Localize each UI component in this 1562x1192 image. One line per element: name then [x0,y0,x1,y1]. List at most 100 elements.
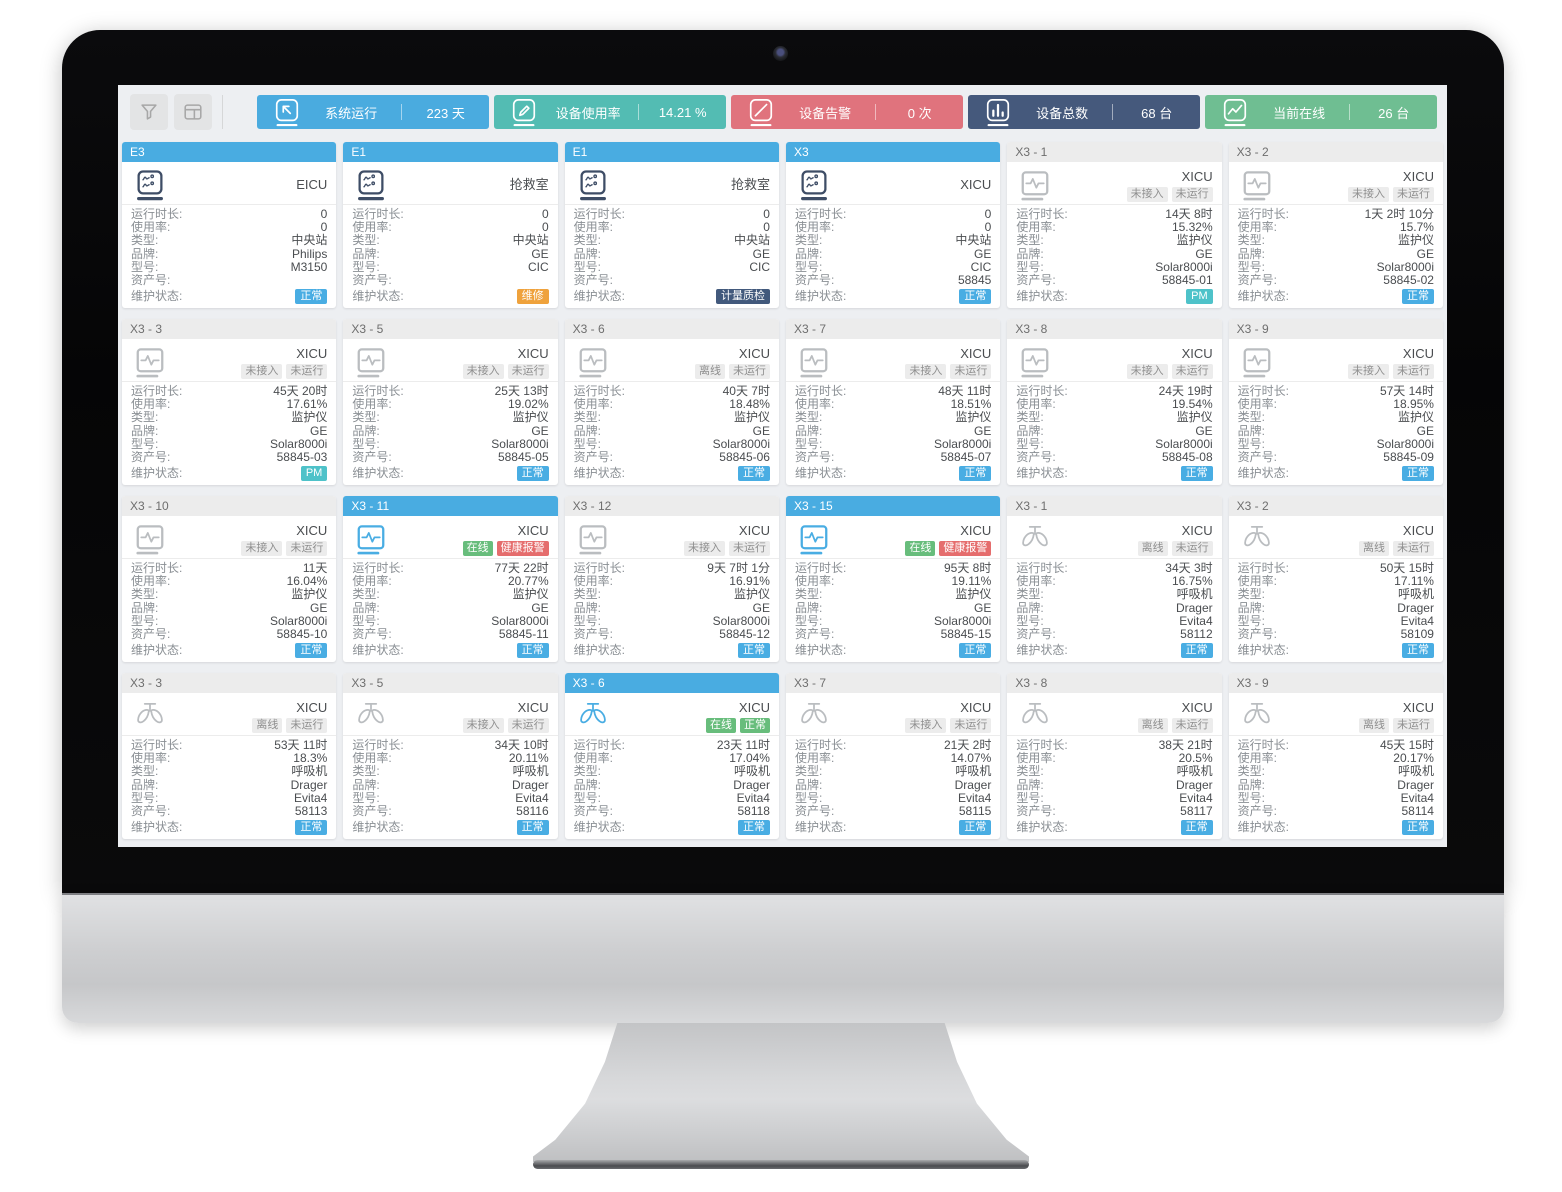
runtime-value: 38天 21时 [1158,738,1213,752]
model-value: Solar8000i [933,613,992,628]
device-fields: 运行时长: 77天 22时 使用率: 20.77% 类型: 监护仪 品牌: GE 型号:… [343,558,558,662]
field-label: 使用率: [1237,574,1277,589]
device-card[interactable]: X3 - 7 XICU 未接入 未运行 运行时长: 21天 2时 使用率: 14.07… [785,673,1001,839]
device-id: X3 - 8 [1015,322,1048,336]
device-status-badges: 未接入 未运行 [462,364,549,379]
device-card[interactable]: X3 - 15 XICU 在线 健康报警 运行时长: 95天 8时 使用率: 19.1… [785,496,1001,662]
device-card[interactable]: X3 - 11 XICU 在线 健康报警 运行时长: 77天 22时 使用率: 20.… [343,496,558,662]
device-card[interactable]: X3 XICU 运行时长: 0 使用率: 0 类型: 中央站 品牌: GE 型号: CIC… [785,142,1001,308]
field-label: 使用率: [573,220,613,235]
type-value: 监护仪 [291,410,328,425]
device-card[interactable]: E1 抢救室 运行时长: 0 使用率: 0 类型: 中央站 品牌: GE 型号: CIC … [564,142,779,308]
usage-value: 19.11% [951,574,992,589]
type-value: 呼吸机 [512,764,549,779]
stat-pill-3[interactable]: 设备告警 0 次 [731,95,963,129]
device-card[interactable]: X3 - 6 XICU 离线 未运行 运行时长: 40天 7时 使用率: 18.48%… [564,319,779,485]
brand-value: GE [752,246,770,261]
brand-value: GE [1195,423,1213,438]
field-label: 使用率: [131,751,171,766]
layout-button[interactable] [174,94,212,130]
device-card-header: X3 - 2 [1228,142,1443,162]
device-fields: 运行时长: 24天 19时 使用率: 19.54% 类型: 监护仪 品牌: GE 型号:… [1007,381,1222,485]
field-label: 型号: [573,790,601,805]
device-card[interactable]: X3 - 3 XICU 未接入 未运行 运行时长: 45天 20时 使用率: 17.6… [122,319,337,485]
device-card-header: E3 [122,142,337,162]
device-card[interactable]: X3 - 9 XICU 离线 未运行 运行时长: 45天 15时 使用率: 20.17… [1228,673,1443,839]
maintenance-badge: 正常 [737,643,770,659]
field-label: 品牌: [352,246,380,261]
device-card[interactable]: X3 - 3 XICU 离线 未运行 运行时长: 53天 11时 使用率: 18.3%… [122,673,337,839]
device-card[interactable]: X3 - 8 XICU 未接入 未运行 运行时长: 24天 19时 使用率: 19.5… [1007,319,1222,485]
field-label: 类型: [1016,764,1044,779]
asset-value: 58845-05 [497,450,549,465]
field-label: 类型: [794,587,823,602]
field-label: 类型: [352,410,380,425]
device-fields: 运行时长: 34天 3时 使用率: 16.75% 类型: 呼吸机 品牌: Drager … [1007,558,1222,662]
status-badge: 未接入 [241,541,283,556]
runtime-value: 11天 [302,561,328,575]
device-card[interactable]: X3 - 5 XICU 未接入 未运行 运行时长: 25天 13时 使用率: 19.0… [343,319,558,485]
device-card[interactable]: X3 - 2 XICU 未接入 未运行 运行时长: 1天 2时 10分 使用率: 15… [1228,142,1443,308]
device-card[interactable]: E1 抢救室 运行时长: 0 使用率: 0 类型: 中央站 品牌: GE 型号: CIC … [343,142,558,308]
maintenance-badge: 正常 [1401,820,1434,836]
device-card[interactable]: X3 - 1 XICU 未接入 未运行 运行时长: 14天 8时 使用率: 15.32… [1007,142,1222,308]
runtime-value: 0 [541,207,549,221]
type-value: 监护仪 [1397,410,1434,425]
field-label: 型号: [131,790,159,805]
device-card-header: X3 - 1 [1007,496,1222,516]
field-label: 品牌: [794,777,823,792]
device-fields: 运行时长: 45天 20时 使用率: 17.61% 类型: 监护仪 品牌: GE 型号:… [122,381,337,485]
status-badge: 未运行 [286,541,328,556]
field-label: 资产号: [352,627,392,642]
field-label: 品牌: [1237,600,1265,615]
field-label: 资产号: [1237,273,1277,288]
device-card[interactable]: X3 - 6 XICU 在线 正常 运行时长: 23天 11时 使用率: 17.04%… [564,673,779,839]
stat-pill-4[interactable]: 设备总数 68 台 [968,95,1200,129]
field-label: 运行时长: [1016,561,1068,575]
brand-value: Drager [1175,777,1213,792]
field-label: 运行时长: [1237,384,1289,398]
field-label: 使用率: [352,220,392,235]
field-label: 类型: [1237,587,1265,602]
device-card[interactable]: X3 - 5 XICU 未接入 未运行 运行时长: 34天 10时 使用率: 20.1… [343,673,558,839]
brand-value: GE [973,423,992,438]
field-label: 资产号: [573,627,613,642]
asset-value: 58845-11 [498,627,549,642]
runtime-value: 14天 8时 [1165,207,1213,221]
maintenance-badge: 正常 [959,289,992,305]
maintenance-badge: PM [1186,289,1213,305]
device-card[interactable]: X3 - 12 XICU 未接入 未运行 运行时长: 9天 7时 1分 使用率: 16… [564,496,779,662]
status-badge: 未运行 [1392,718,1434,733]
lungs-icon [1016,522,1054,557]
device-card[interactable]: X3 - 9 XICU 未接入 未运行 运行时长: 57天 14时 使用率: 18.9… [1228,319,1443,485]
stat-pill-1[interactable]: 系统运行 223 天 [257,95,489,129]
stat-pill-2[interactable]: 设备使用率 14.21 % [494,95,726,129]
runtime-value: 0 [763,207,770,221]
device-card[interactable]: X3 - 2 XICU 离线 未运行 运行时长: 50天 15时 使用率: 17.11… [1228,496,1443,662]
runtime-value: 1天 2时 10分 [1364,207,1434,221]
device-status-badges: 未接入 未运行 [462,718,549,733]
field-label: 使用率: [1237,220,1277,235]
device-fields: 运行时长: 50天 15时 使用率: 17.11% 类型: 呼吸机 品牌: Drager… [1228,558,1443,662]
device-location: XICU [960,523,992,538]
device-card[interactable]: X3 - 8 XICU 离线 未运行 运行时长: 38天 21时 使用率: 20.5%… [1007,673,1222,839]
usage-value: 0 [984,220,992,235]
type-value: 中央站 [733,233,770,248]
device-card[interactable]: X3 - 7 XICU 未接入 未运行 运行时长: 48天 11时 使用率: 18.5… [785,319,1001,485]
device-card[interactable]: E3 EICU 运行时长: 0 使用率: 0 类型: 中央站 品牌: Philips 型… [122,142,337,308]
field-label: 使用率: [352,751,392,766]
field-label: 使用率: [131,397,171,412]
stat-pill-5[interactable]: 当前在线 26 台 [1205,95,1437,129]
device-status-badges: 未接入 未运行 [905,364,992,379]
device-card[interactable]: X3 - 1 XICU 离线 未运行 运行时长: 34天 3时 使用率: 16.75%… [1007,496,1222,662]
field-label: 资产号: [573,450,613,465]
field-label: 类型: [1237,410,1265,425]
device-card-grid: E3 EICU 运行时长: 0 使用率: 0 类型: 中央站 品牌: Philips 型… [118,130,1447,839]
filter-button[interactable] [130,94,168,130]
monitor-icon [131,345,169,380]
model-value: Solar8000i [1376,259,1434,274]
field-label: 类型: [1016,587,1044,602]
model-value: Solar8000i [1155,436,1213,451]
device-card[interactable]: X3 - 10 XICU 未接入 未运行 运行时长: 11天 使用率: 16.04% … [122,496,337,662]
field-label: 运行时长: [1016,207,1068,221]
